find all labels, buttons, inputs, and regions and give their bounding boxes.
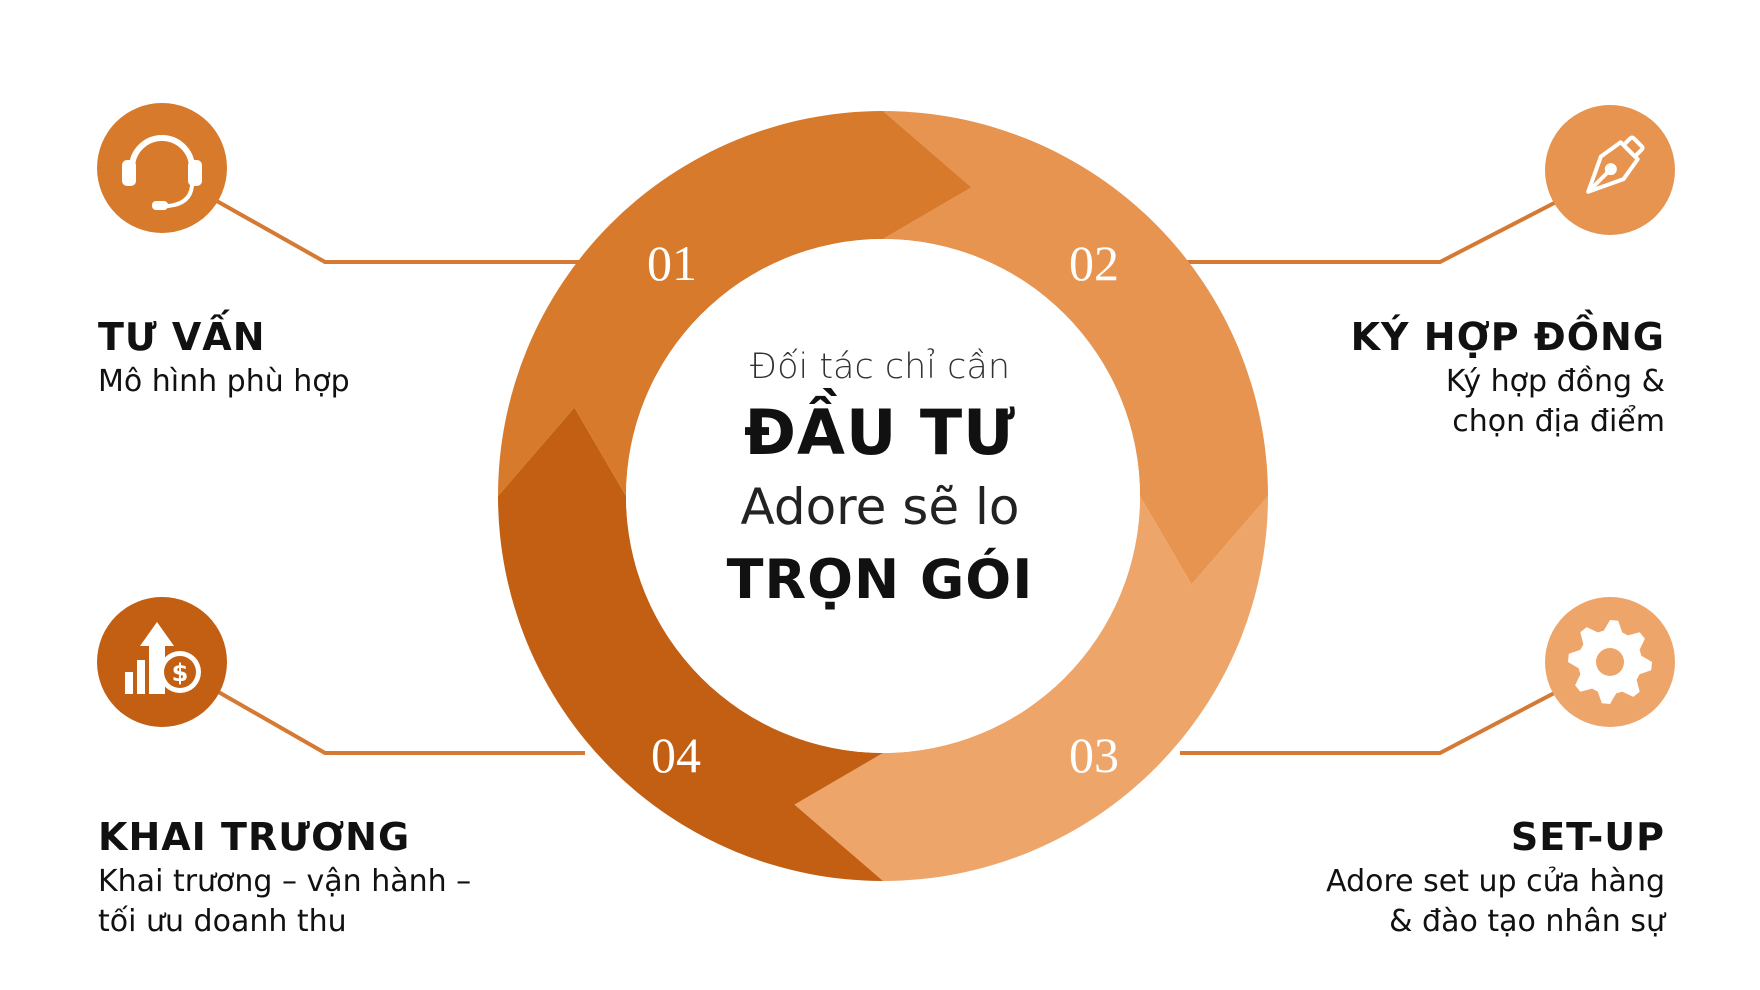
connector-line-1 xyxy=(214,198,585,264)
step-number-3: 03 xyxy=(1069,727,1119,783)
connector-line-4 xyxy=(214,688,585,755)
step-desc-4a: Khai trương – vận hành – xyxy=(98,864,472,899)
step-desc-1a: Mô hình phù hợp xyxy=(98,364,350,399)
step-number-2: 02 xyxy=(1069,235,1119,291)
connector-line-2 xyxy=(1180,198,1561,264)
step-desc-4b: tối ưu doanh thu xyxy=(98,904,347,939)
step-icon-3 xyxy=(1545,597,1675,727)
step-icon-bg-1 xyxy=(97,103,227,233)
growth-money-icon: $ xyxy=(125,622,201,694)
center-line-2: ĐẦU TƯ xyxy=(744,396,1016,469)
step-title-4: KHAI TRƯƠNG xyxy=(98,815,411,859)
step-title-3: SET-UP xyxy=(1510,815,1665,859)
ring-segment-3 xyxy=(794,496,1268,881)
step-desc-2b: chọn địa điểm xyxy=(1452,404,1665,439)
pen-nib-icon xyxy=(1586,135,1645,194)
step-icon-4: $ xyxy=(97,597,227,727)
step-icon-2 xyxy=(1545,105,1675,235)
ring-segment-4 xyxy=(498,407,883,881)
step-icon-bg-3 xyxy=(1545,597,1675,727)
ring-segment-2 xyxy=(883,111,1268,585)
step-number-4: 04 xyxy=(651,727,701,783)
step-desc-3b: & đào tạo nhân sự xyxy=(1389,904,1665,939)
cycle-ring xyxy=(498,111,1268,881)
ring-segment-1 xyxy=(498,111,972,496)
step-title-2: KÝ HỢP ĐỒNG xyxy=(1350,315,1665,359)
connector-line-3 xyxy=(1180,688,1561,755)
svg-text:$: $ xyxy=(172,659,189,687)
center-line-4: TRỌN GÓI xyxy=(726,548,1034,611)
connector-lines xyxy=(214,198,1561,755)
step-icon-1 xyxy=(97,103,227,233)
step-title-1: TƯ VẤN xyxy=(98,315,266,359)
step-desc-2a: Ký hợp đồng & xyxy=(1445,364,1665,399)
center-line-3: Adore sẽ lo xyxy=(740,478,1020,536)
step-number-1: 01 xyxy=(647,235,697,291)
center-message: Đối tác chỉ cần ĐẦU TƯ Adore sẽ lo TRỌN … xyxy=(700,340,1060,618)
center-line-1: Đối tác chỉ cần xyxy=(749,347,1011,387)
step-desc-3a: Adore set up cửa hàng xyxy=(1326,864,1665,899)
gear-icon xyxy=(1568,620,1652,704)
ring-center xyxy=(626,239,1140,753)
headset-icon xyxy=(122,135,202,210)
